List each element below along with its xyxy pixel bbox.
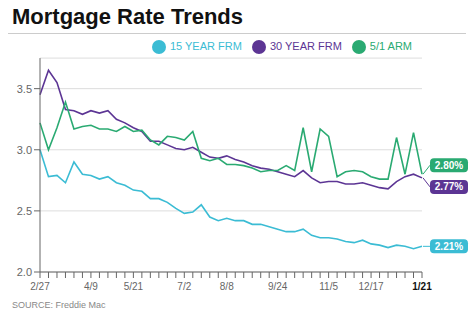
html-text:SOURCE: Freddie Mac: SOURCE: Freddie Mac <box>12 300 106 310</box>
svg-text:4/9: 4/9 <box>84 281 98 292</box>
svg-text:12/17: 12/17 <box>359 281 384 292</box>
svg-text:2.80%: 2.80% <box>435 160 463 171</box>
html-text:30 YEAR FRM: 30 YEAR FRM <box>269 40 342 52</box>
svg-text:2/27: 2/27 <box>30 281 50 292</box>
svg-text:3.5: 3.5 <box>17 83 32 95</box>
svg-text:9/24: 9/24 <box>268 281 288 292</box>
html-text:Mortgage Rate Trends: Mortgage Rate Trends <box>12 4 243 29</box>
html-text:15 YEAR FRM: 15 YEAR FRM <box>169 40 242 52</box>
svg-text:7/2: 7/2 <box>177 281 191 292</box>
svg-text:8/8: 8/8 <box>220 281 234 292</box>
svg-text:2.0: 2.0 <box>17 266 32 278</box>
svg-text:2.77%: 2.77% <box>435 181 463 192</box>
svg-text:2.5: 2.5 <box>17 205 32 217</box>
svg-text:5/21: 5/21 <box>124 281 144 292</box>
html-text:5/1 ARM: 5/1 ARM <box>369 40 412 52</box>
svg-text:1/21: 1/21 <box>412 281 432 292</box>
svg-text:11/5: 11/5 <box>319 281 338 292</box>
svg-text:2.21%: 2.21% <box>435 241 463 252</box>
svg-text:3.0: 3.0 <box>17 144 32 156</box>
